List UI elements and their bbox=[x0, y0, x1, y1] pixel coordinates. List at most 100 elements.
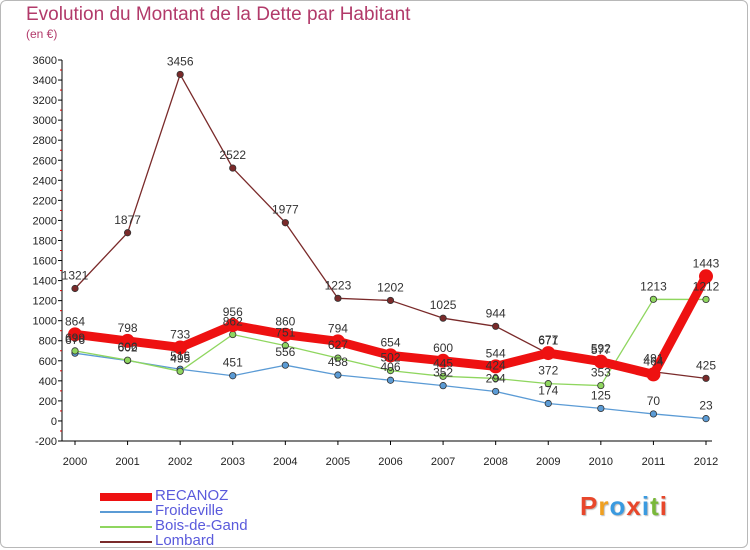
y-tick-label: -200 bbox=[35, 436, 57, 448]
data-point bbox=[386, 296, 395, 305]
data-point bbox=[702, 374, 710, 382]
data-label: 699 bbox=[65, 331, 85, 345]
data-label: 491 bbox=[643, 352, 663, 366]
y-tick-label: 200 bbox=[39, 396, 57, 408]
data-label: 1443 bbox=[693, 256, 720, 270]
y-tick-label: 2400 bbox=[33, 175, 57, 187]
y-tick-label: 1800 bbox=[33, 235, 57, 247]
data-point bbox=[278, 327, 293, 342]
data-label: 495 bbox=[170, 351, 190, 365]
logo-letter: i bbox=[641, 491, 651, 521]
data-label: 654 bbox=[380, 335, 400, 349]
data-label: 794 bbox=[328, 321, 348, 335]
data-label: 23 bbox=[699, 399, 713, 413]
y-tick-label: 1200 bbox=[33, 296, 57, 308]
data-point bbox=[229, 164, 237, 172]
x-tick-label: 2008 bbox=[483, 456, 507, 468]
data-label: 751 bbox=[275, 326, 295, 340]
data-label: 294 bbox=[486, 371, 506, 385]
data-label: 353 bbox=[591, 366, 611, 380]
data-label: 1877 bbox=[114, 213, 141, 227]
data-point bbox=[123, 356, 132, 364]
x-tick-label: 2007 bbox=[431, 456, 455, 468]
data-label: 125 bbox=[591, 388, 611, 402]
data-point bbox=[544, 380, 552, 388]
data-point bbox=[597, 381, 605, 390]
data-label: 556 bbox=[275, 345, 295, 359]
x-tick-label: 2012 bbox=[694, 456, 718, 468]
data-label: 944 bbox=[486, 306, 506, 320]
logo-letter: r bbox=[598, 491, 610, 521]
data-label: 1025 bbox=[430, 298, 457, 312]
data-point bbox=[436, 353, 451, 368]
data-point bbox=[68, 327, 82, 342]
data-point bbox=[229, 372, 237, 380]
logo-letter: i bbox=[659, 491, 668, 521]
data-point bbox=[541, 346, 556, 361]
y-tick-label: 2200 bbox=[33, 195, 57, 207]
data-label: 516 bbox=[170, 349, 190, 363]
data-label: 451 bbox=[223, 356, 243, 370]
data-point bbox=[649, 295, 658, 303]
data-point bbox=[225, 318, 240, 333]
data-label: 502 bbox=[380, 351, 400, 365]
logo-letter: o bbox=[609, 491, 627, 521]
data-point bbox=[492, 322, 500, 330]
y-tick-label: 800 bbox=[39, 336, 57, 348]
x-tick-label: 2005 bbox=[326, 456, 350, 468]
data-point bbox=[330, 334, 345, 349]
data-label: 677 bbox=[538, 333, 558, 347]
data-label: 544 bbox=[486, 346, 506, 360]
data-point bbox=[649, 410, 658, 418]
data-label: 1212 bbox=[693, 279, 720, 293]
data-point bbox=[71, 284, 79, 293]
logo-letter: P bbox=[580, 491, 599, 521]
x-tick-label: 2003 bbox=[221, 456, 245, 468]
data-label: 733 bbox=[170, 327, 190, 341]
data-label: 676 bbox=[65, 333, 85, 347]
logo-letter: t bbox=[650, 491, 660, 521]
data-label: 1213 bbox=[640, 279, 667, 293]
data-label: 174 bbox=[538, 384, 558, 398]
x-tick-label: 2001 bbox=[115, 456, 139, 468]
y-tick-label: 2000 bbox=[33, 215, 57, 227]
x-tick-label: 2011 bbox=[642, 456, 666, 468]
y-tick-label: 3600 bbox=[33, 55, 57, 67]
y-tick-label: 1000 bbox=[33, 316, 57, 328]
data-label: 671 bbox=[538, 334, 558, 348]
data-label: 606 bbox=[118, 340, 138, 354]
data-point bbox=[123, 229, 132, 237]
y-tick-label: 400 bbox=[39, 376, 57, 388]
y-tick-label: 1400 bbox=[33, 276, 57, 288]
data-label: 600 bbox=[433, 341, 453, 355]
data-point bbox=[646, 367, 661, 382]
data-label: 1202 bbox=[377, 280, 404, 294]
data-point bbox=[334, 294, 342, 302]
x-tick-label: 2009 bbox=[536, 456, 560, 468]
data-point bbox=[492, 374, 500, 383]
x-tick-label: 2002 bbox=[168, 456, 192, 468]
data-label: 3456 bbox=[167, 54, 194, 68]
y-tick-label: 1600 bbox=[33, 256, 57, 268]
proxiti-logo: Proxiti bbox=[580, 491, 668, 522]
data-label: 464 bbox=[643, 354, 663, 368]
data-label: 798 bbox=[118, 321, 138, 335]
data-point bbox=[229, 330, 237, 339]
y-tick-label: 2800 bbox=[33, 135, 57, 147]
data-point bbox=[544, 399, 552, 408]
logo-letter: x bbox=[626, 491, 642, 521]
x-tick-label: 2004 bbox=[273, 456, 297, 468]
data-label: 2522 bbox=[219, 148, 246, 162]
data-label: 1977 bbox=[272, 203, 299, 217]
y-tick-label: 3200 bbox=[33, 95, 57, 107]
data-point bbox=[176, 367, 184, 375]
data-point bbox=[488, 359, 503, 374]
data-point bbox=[492, 387, 500, 396]
data-label: 864 bbox=[65, 314, 85, 328]
x-tick-label: 2010 bbox=[589, 456, 613, 468]
data-point bbox=[439, 382, 447, 390]
chart-title: Evolution du Montant de la Dette par Hab… bbox=[26, 4, 411, 25]
data-point bbox=[120, 333, 135, 348]
data-label: 577 bbox=[591, 343, 611, 357]
